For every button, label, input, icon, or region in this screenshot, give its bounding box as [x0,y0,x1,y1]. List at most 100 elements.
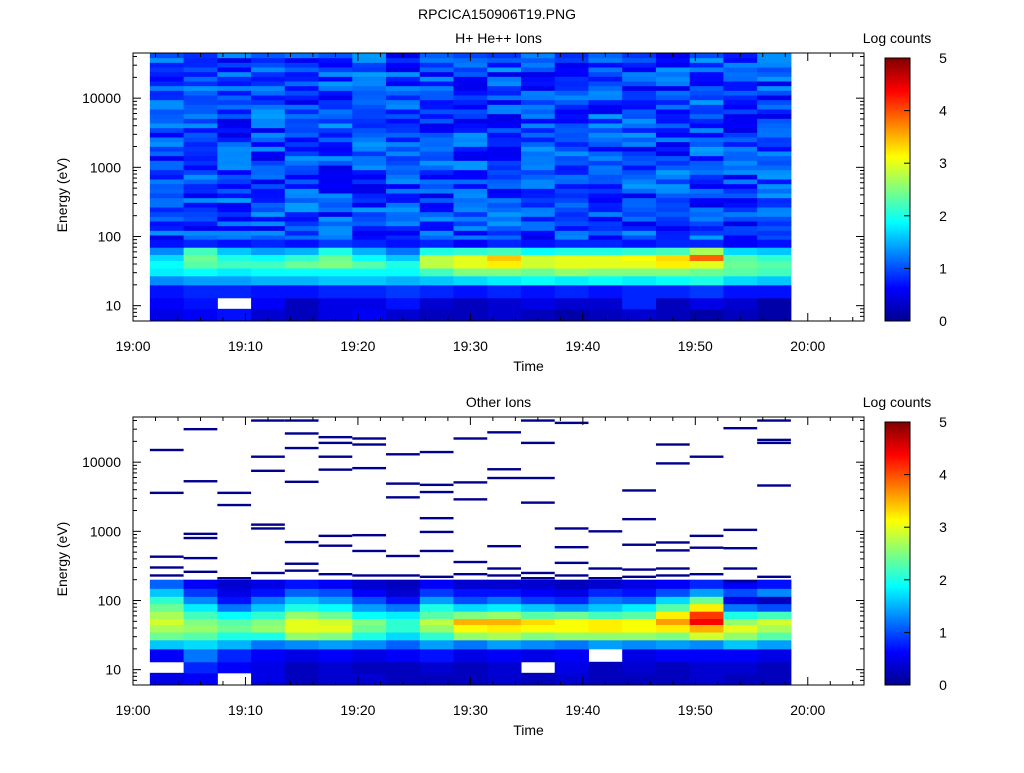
heatmap-cell [520,284,556,299]
heatmap-cell [689,308,724,322]
heatmap-cell [520,247,556,255]
y-tick-label: 1000 [90,523,121,539]
background-cell [284,118,320,124]
background-cell [419,118,455,124]
background-cell [622,188,657,194]
background-cell [487,141,522,147]
background-cell [689,132,724,138]
background-cell [251,146,286,152]
background-cell [419,99,455,105]
background-cell [520,192,556,199]
background-cell [251,188,286,194]
background-cell [352,80,387,87]
background-cell [757,169,792,175]
heatmap-cell [723,579,758,589]
heatmap-cell [723,268,758,277]
heatmap-cell [622,632,657,641]
heatmap-cell [217,308,252,322]
heatmap-cell [183,648,218,663]
x-tick-label: 20:00 [790,338,825,354]
background-cell [251,220,286,227]
background-cell [251,94,286,101]
heatmap-cell [453,239,488,248]
background-cell [284,57,320,63]
count-line [183,532,218,536]
background-cell [352,118,387,124]
background-cell [217,80,252,87]
background-cell [520,66,556,73]
background-cell [183,127,218,133]
background-cell [655,57,691,63]
heatmap-cell [757,624,792,633]
background-cell [183,80,218,87]
background-cell [149,197,185,203]
background-cell [419,90,455,96]
colorbar: 0 1 2 3 4 5 Log counts [863,394,947,693]
background-cell [554,80,589,87]
background-cell [520,108,556,115]
heatmap-cell [284,611,320,619]
heatmap-cell [723,247,758,255]
background-cell [689,216,724,222]
background-cell [655,76,691,82]
heatmap-cell [520,254,556,261]
heatmap-cell [757,284,792,299]
background-cell [520,104,556,110]
background-cell [655,216,691,222]
heatmap-cell [318,260,353,269]
heatmap-cell [487,247,522,255]
background-cell [318,230,353,236]
background-cell [149,146,185,152]
count-line [284,419,319,422]
background-cell [757,118,792,124]
count-line [419,530,454,534]
background-cell [386,197,421,203]
heatmap-cell [386,260,421,269]
heatmap-cell [183,239,218,248]
background-cell [520,174,556,180]
heatmap-cell [284,284,320,299]
background-cell [689,127,724,133]
heatmap-cell [386,308,421,322]
background-cell [622,211,657,217]
background-cell [689,53,724,59]
heatmap-cell [386,639,421,650]
count-line [520,577,555,580]
background-cell [487,150,522,157]
heatmap-cell [689,596,724,605]
background-cell [723,66,758,73]
heatmap-cell [386,624,421,633]
background-cell [622,80,657,87]
background-cell [554,234,589,241]
count-line [318,573,353,576]
heatmap-cell [453,618,488,625]
background-cell [284,164,320,171]
heatmap-cell [149,284,185,299]
heatmap-cell [217,624,252,633]
background-cell [419,197,455,203]
background-cell [689,80,724,87]
heatmap-cell [487,588,522,597]
count-line [284,480,319,484]
background-cell [318,150,353,157]
heatmap-cell [419,596,455,605]
background-cell [386,57,421,63]
count-line [757,419,791,422]
x-tick-label: 20:00 [790,702,825,718]
background-cell [251,71,286,77]
background-cell [284,192,320,199]
background-cell [588,108,623,115]
background-cell [520,122,556,129]
heatmap-cell [723,297,758,310]
heatmap-cell [318,297,353,310]
heatmap-cell [757,254,792,261]
background-cell [622,150,657,157]
background-cell [487,136,522,143]
background-cell [419,62,455,68]
background-cell [757,178,792,185]
background-cell [689,211,724,217]
background-cell [386,220,421,227]
background-cell [419,132,455,138]
background-cell [622,85,657,91]
background-cell [757,225,792,231]
